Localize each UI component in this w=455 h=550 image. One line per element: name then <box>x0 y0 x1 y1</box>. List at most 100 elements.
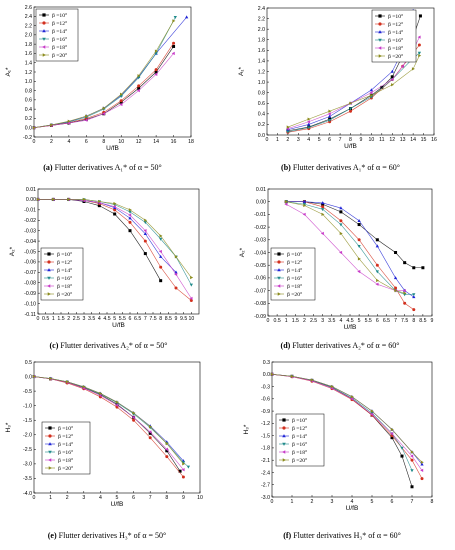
caption-letter: (d) <box>281 341 293 350</box>
panel-caption: (a) Flutter derivatives A₁* of α = 50° <box>43 163 161 172</box>
data-point <box>148 430 152 434</box>
data-point <box>286 125 290 129</box>
x-tick-label: 18 <box>188 139 194 145</box>
data-point <box>302 199 307 203</box>
data-point <box>370 93 374 97</box>
data-point <box>128 213 132 217</box>
data-point <box>403 261 407 265</box>
y-tick-label: 0.5 <box>25 360 32 366</box>
x-tick-label: 2 <box>311 499 314 505</box>
x-tick-label: 3 <box>321 318 324 324</box>
data-point <box>410 450 414 454</box>
legend-box <box>371 9 417 63</box>
series-4 <box>286 51 422 134</box>
data-point <box>375 282 379 286</box>
y-tick-label: 0.2 <box>258 122 265 128</box>
legend-marker <box>378 38 382 42</box>
y-axis-label: H₃* <box>243 424 250 434</box>
data-point <box>137 84 141 88</box>
y-tick-label: 0.8 <box>258 90 265 96</box>
legend-entry: β =18° <box>57 283 72 290</box>
x-tick-label: 0 <box>33 139 36 145</box>
data-point <box>349 109 352 113</box>
data-point <box>66 380 69 384</box>
x-tick-label: 3 <box>331 499 334 505</box>
x-tick-label: 8.5 <box>165 316 172 322</box>
legend-marker <box>42 29 46 33</box>
y-tick-label: 1.8 <box>25 42 32 48</box>
legend-box <box>40 247 84 301</box>
y-tick-label: -0.10 <box>24 301 36 307</box>
legend-entry: β =16° <box>52 36 67 43</box>
data-point <box>303 203 307 208</box>
x-tick-label: 2.5 <box>73 316 80 322</box>
x-tick-label: 3 <box>82 495 85 501</box>
x-tick-label: 8 <box>349 137 352 143</box>
data-point <box>302 212 306 217</box>
data-point <box>370 412 374 417</box>
legend-marker <box>277 268 281 272</box>
data-point <box>113 208 117 212</box>
data-point <box>357 269 361 274</box>
y-tick-label: 0.4 <box>258 112 265 118</box>
series-6 <box>32 19 176 130</box>
y-tick-label: -0.11 <box>25 312 37 318</box>
data-point <box>115 400 119 404</box>
x-tick-label: 8 <box>165 495 168 501</box>
legend-entry: β =14° <box>58 441 73 448</box>
x-axis-label: U/fB <box>111 501 124 508</box>
data-point <box>190 275 194 280</box>
x-tick-label: 2 <box>50 139 53 145</box>
x-tick-label: 4 <box>99 495 102 501</box>
x-axis-label: U/fB <box>344 324 357 331</box>
legend-marker <box>277 252 281 256</box>
data-point <box>417 43 421 47</box>
data-point <box>158 249 162 254</box>
data-point <box>357 238 361 242</box>
data-point <box>98 393 102 398</box>
x-tick-label: 3 <box>297 137 300 143</box>
data-point <box>350 397 354 401</box>
data-point <box>154 52 158 56</box>
x-tick-label: 15 <box>421 137 427 143</box>
legend: β =10°β =12°β =14°β =16°β =18°β =20° <box>371 9 417 63</box>
y-tick-label: -4.0 <box>23 491 32 497</box>
data-point <box>36 197 40 202</box>
x-tick-label: 2 <box>67 316 70 322</box>
legend-marker <box>47 276 51 280</box>
y-tick-label: 1.4 <box>258 59 265 65</box>
x-tick-label: 14 <box>153 139 159 145</box>
x-tick-label: 8 <box>159 316 162 322</box>
data-point <box>369 91 373 95</box>
legend-entry: β =18° <box>292 449 307 456</box>
data-point <box>132 418 136 422</box>
x-tick-label: 14 <box>410 137 416 143</box>
data-point <box>306 120 310 124</box>
legend-marker <box>282 426 286 430</box>
panel-caption: (e) Flutter derivatives H₃* of α = 50° <box>48 531 166 540</box>
x-tick-label: 4 <box>351 499 354 505</box>
x-tick-label: 9 <box>175 316 178 322</box>
data-point <box>403 291 407 295</box>
data-point <box>154 70 158 74</box>
x-tick-label: 0 <box>267 318 270 324</box>
legend-entry: β =18° <box>58 457 73 464</box>
data-point <box>390 75 394 79</box>
data-point <box>412 266 416 270</box>
y-axis-label: A₁* <box>238 67 245 77</box>
legend-entry: β =10° <box>57 251 72 258</box>
y-tick-label: 1.8 <box>258 38 265 44</box>
legend-marker <box>277 284 281 288</box>
data-point <box>148 436 152 440</box>
data-point <box>159 265 163 269</box>
data-point <box>339 219 343 223</box>
y-tick-label: 2.2 <box>258 16 265 22</box>
x-tick-label: 1 <box>49 495 52 501</box>
y-tick-label: 0.6 <box>258 101 265 107</box>
caption-text: Flutter derivatives A₂* of α = 60° <box>292 341 399 350</box>
series-line <box>286 203 405 291</box>
y-tick-label: -2.4 <box>261 470 270 476</box>
y-tick-label: 0.0 <box>263 372 270 378</box>
data-point <box>357 223 361 227</box>
